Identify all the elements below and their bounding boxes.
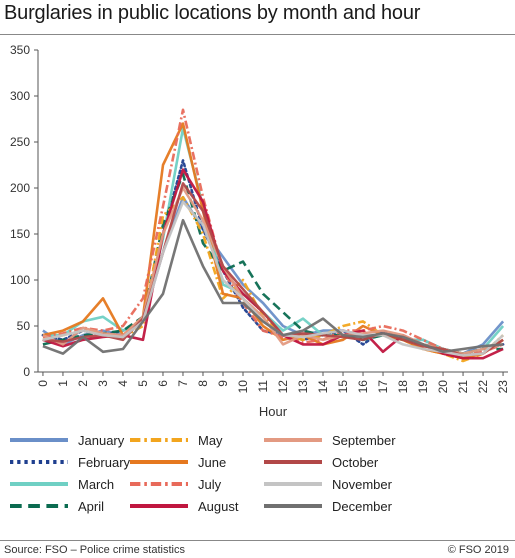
legend-swatch xyxy=(262,479,324,489)
y-tick-label: 100 xyxy=(10,273,30,287)
y-tick-label: 250 xyxy=(10,135,30,149)
legend-label: October xyxy=(332,454,379,470)
source-note: Source: FSO – Police crime statistics xyxy=(4,544,185,556)
legend-item-october: October xyxy=(262,452,378,472)
legend-item-february: February xyxy=(8,452,130,472)
x-tick-label: 8 xyxy=(196,380,210,387)
x-tick-label: 19 xyxy=(416,380,430,394)
x-tick-label: 13 xyxy=(296,380,310,394)
legend-item-july: July xyxy=(128,474,221,494)
legend-item-june: June xyxy=(128,452,226,472)
y-tick-label: 200 xyxy=(10,181,30,195)
x-tick-label: 20 xyxy=(436,380,450,394)
title-divider xyxy=(0,34,515,35)
legend-swatch xyxy=(128,435,190,445)
legend-item-september: September xyxy=(262,430,396,450)
x-tick-label: 18 xyxy=(396,380,410,394)
legend-label: November xyxy=(332,476,392,492)
legend-item-march: March xyxy=(8,474,114,494)
chart-legend: January February March April May June July Augu… xyxy=(0,428,515,528)
legend-swatch xyxy=(262,435,324,445)
legend-swatch xyxy=(8,479,70,489)
x-tick-label: 16 xyxy=(356,380,370,394)
legend-swatch xyxy=(128,479,190,489)
x-tick-label: 7 xyxy=(176,380,190,387)
legend-item-august: August xyxy=(128,496,238,516)
x-tick-label: 4 xyxy=(116,380,130,387)
x-tick-label: 21 xyxy=(456,380,470,394)
legend-item-december: December xyxy=(262,496,392,516)
series-line-march xyxy=(42,126,505,355)
x-tick-label: 11 xyxy=(256,380,270,393)
x-tick-label: 0 xyxy=(36,380,50,387)
x-tick-label: 2 xyxy=(76,380,90,387)
legend-item-january: January xyxy=(8,430,124,450)
y-tick-label: 0 xyxy=(23,365,30,379)
x-tick-label: 1 xyxy=(56,380,70,387)
legend-swatch xyxy=(8,457,70,467)
x-axis-title: Hour xyxy=(259,404,288,419)
x-tick-label: 14 xyxy=(316,380,330,394)
x-tick-label: 23 xyxy=(496,380,510,394)
legend-label: August xyxy=(198,498,239,514)
legend-label: January xyxy=(78,432,125,448)
series-line-december xyxy=(42,218,504,355)
page-title: Burglaries in public locations by month … xyxy=(4,2,421,24)
y-tick-label: 50 xyxy=(17,319,31,333)
x-tick-label: 6 xyxy=(156,380,170,387)
legend-swatch xyxy=(128,501,190,511)
x-tick-label: 5 xyxy=(136,380,150,387)
x-tick-label: 12 xyxy=(276,380,290,394)
legend-label: September xyxy=(332,432,396,448)
legend-label: March xyxy=(78,476,115,492)
legend-item-april: April xyxy=(8,496,104,516)
legend-swatch xyxy=(128,457,190,467)
legend-label: June xyxy=(198,454,227,470)
legend-label: May xyxy=(198,432,223,448)
x-tick-label: 15 xyxy=(336,380,350,394)
legend-label: July xyxy=(198,476,222,492)
y-tick-label: 300 xyxy=(10,89,30,103)
x-tick-label: 10 xyxy=(236,380,250,394)
x-tick-label: 3 xyxy=(96,380,110,387)
x-tick-label: 17 xyxy=(376,380,390,394)
legend-swatch xyxy=(8,435,70,445)
legend-swatch xyxy=(262,501,324,511)
copyright-note: © FSO 2019 xyxy=(447,544,509,556)
legend-item-may: May xyxy=(128,430,223,450)
legend-label: February xyxy=(78,454,131,470)
y-tick-label: 150 xyxy=(10,227,30,241)
legend-swatch xyxy=(8,501,70,511)
y-tick-label: 350 xyxy=(10,43,30,57)
legend-swatch xyxy=(262,457,324,467)
x-tick-label: 9 xyxy=(216,380,230,387)
footer-divider xyxy=(0,540,515,541)
x-tick-label: 22 xyxy=(476,380,490,394)
legend-label: December xyxy=(332,498,392,514)
legend-item-november: November xyxy=(262,474,392,494)
legend-label: April xyxy=(78,498,105,514)
series-line-july xyxy=(42,108,504,357)
